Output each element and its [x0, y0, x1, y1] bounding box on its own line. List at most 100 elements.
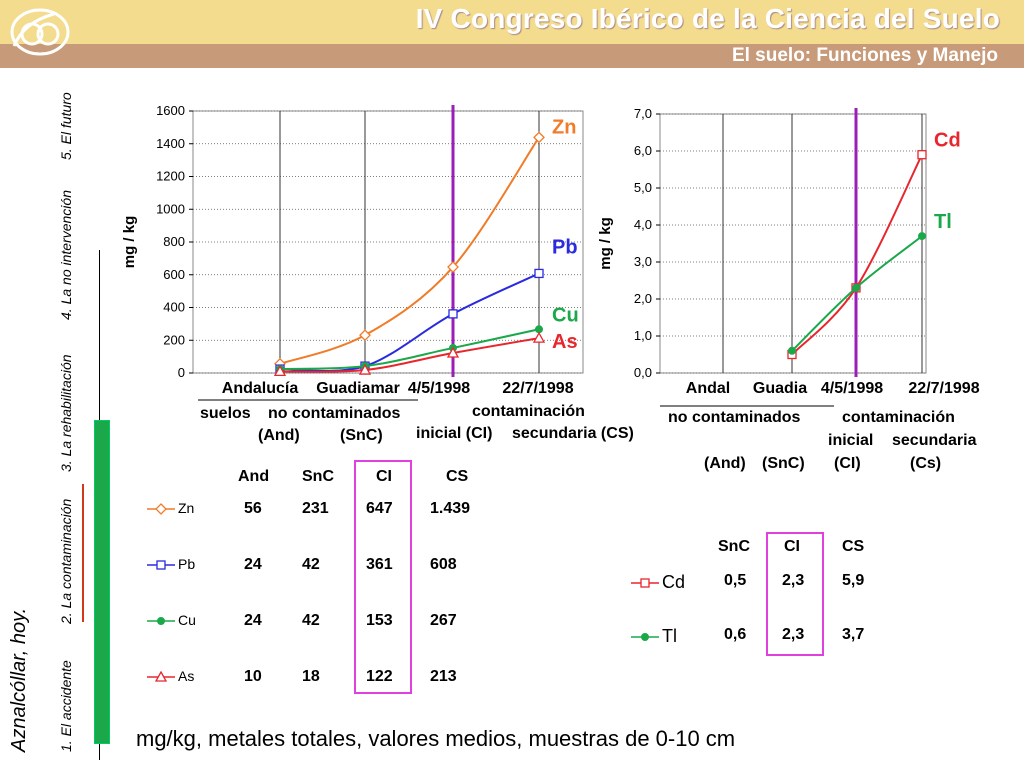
c2-ytick-label: 0,0 [634, 365, 652, 380]
table1-cell: 18 [302, 668, 320, 685]
side-item-no-intervencion[interactable]: 4. La no intervención [58, 190, 74, 320]
nav-current-marker [82, 484, 84, 622]
c1-xtick-label: 4/5/1998 [408, 380, 470, 397]
c1-group-label: no contaminados [268, 405, 401, 422]
c1-ytick-label: 0 [178, 365, 185, 380]
c2-group-label: (SnC) [762, 455, 805, 472]
table2-row-label: Tl [630, 626, 677, 647]
c2-group-label: (Cs) [910, 455, 941, 472]
side-item-rehabilitacion[interactable]: 3. La rehabilitación [58, 354, 74, 472]
c2-ytick-label: 5,0 [634, 180, 652, 195]
c2-series-label-cd: Cd [934, 130, 961, 152]
legend-marker [640, 578, 650, 588]
c1-point-pb [448, 309, 458, 319]
c1-xtick-label: Andalucía [222, 380, 299, 397]
c1-point-zn [447, 261, 459, 273]
legend-marker [155, 503, 167, 516]
c1-group-label: contaminación [472, 403, 585, 420]
table2-header-snc: SnC [718, 538, 750, 555]
metals-table: And SnC CI CS Zn 56 231 647 1.439 Pb 24 42 361 60… [140, 466, 500, 696]
c1-series-label-cu: Cu [552, 304, 579, 326]
c1-point-pb [534, 268, 544, 279]
c1-xtick-label: 22/7/1998 [502, 380, 573, 397]
table1-cell: 361 [366, 556, 393, 573]
table1-cell: 153 [366, 612, 393, 629]
table1-cell: 213 [430, 668, 457, 685]
chart-cd-tl: 0,0 1,0 2,0 3,0 4,0 5,0 6,0 7,0 mg / kg Andal Guad… [597, 106, 980, 472]
c1-point-cu [535, 325, 543, 334]
table2-row-label: Cd [630, 572, 685, 593]
side-title: Aznalcóllar, hoy. [8, 607, 30, 752]
c2-ytick-label: 1,0 [634, 328, 652, 343]
c1-series-line-zn [279, 136, 540, 365]
c1-point-as [446, 346, 460, 358]
table2-row-name: Tl [662, 626, 677, 646]
table1-cell: 1.439 [430, 500, 471, 517]
c2-ytick-label: 3,0 [634, 254, 652, 269]
side-item-accidente[interactable]: 1. El accidente [58, 660, 74, 752]
c2-y-axis-label: mg / kg [597, 217, 614, 270]
table1-cell: 56 [244, 500, 262, 517]
table1-cell: 24 [244, 612, 262, 629]
table1-row-label: Cu [146, 612, 196, 628]
c1-group-label: suelos [200, 405, 251, 422]
c1-ytick-label: 1600 [156, 103, 185, 118]
table1-cell: 647 [366, 500, 393, 517]
c1-ytick-label: 800 [163, 234, 185, 249]
c1-point-zn [533, 131, 545, 144]
header-banner [0, 0, 1024, 44]
c2-ytick-label: 4,0 [634, 217, 652, 232]
c1-series-line-as [279, 337, 540, 373]
c1-point-as [273, 365, 287, 377]
table2-row-name: Cd [662, 572, 686, 592]
cd-tl-table: SnC CI CS Cd 0,5 2,3 5,9 Tl 0,6 2,3 3,7 [630, 536, 890, 666]
congress-logo-icon [4, 2, 84, 69]
c1-y-axis-label: mg / kg [121, 216, 138, 269]
table1-cell: 42 [302, 556, 320, 573]
table1-cell: 608 [430, 556, 457, 573]
legend-marker [156, 560, 166, 570]
table1-row-name: Zn [178, 500, 195, 516]
table2-header-cs: CS [842, 538, 865, 555]
table1-row-name: As [178, 668, 195, 684]
table2-cell: 0,5 [724, 572, 747, 589]
c2-group-label: inicial [828, 432, 873, 449]
table1-row-name: Cu [178, 612, 196, 628]
table1-row-label: Zn [146, 500, 194, 516]
c2-group-label: no contaminados [668, 409, 801, 426]
c1-point-as [532, 331, 546, 343]
c2-point-tl [918, 232, 926, 241]
c1-ytick-label: 1400 [156, 136, 185, 151]
c2-point-tl [788, 346, 796, 355]
table2-cell: 5,9 [842, 572, 865, 589]
ci-highlight-box-2 [766, 532, 824, 656]
ci-highlight-box [354, 460, 412, 694]
c2-group-label: (CI) [834, 455, 861, 472]
c2-point-cd [917, 150, 927, 160]
table1-header-and: And [238, 468, 270, 485]
table1-cell: 231 [302, 500, 329, 517]
side-item-contaminacion[interactable]: 2. La contaminación [58, 498, 74, 624]
side-item-futuro[interactable]: 5. El futuro [58, 92, 74, 160]
c1-series-label-as: As [552, 331, 578, 353]
c2-group-label: contaminación [842, 409, 955, 426]
c1-ytick-label: 1200 [156, 169, 185, 184]
c2-series-label-tl: Tl [934, 211, 952, 233]
table1-cell: 122 [366, 668, 393, 685]
table2-header-ci: CI [784, 538, 800, 555]
legend-square-icon [631, 578, 659, 588]
table1-row-label: Pb [146, 556, 195, 572]
c2-xtick-label: 4/5/1998 [821, 380, 883, 397]
c1-point-as [358, 363, 372, 375]
legend-triangle-icon [147, 670, 175, 682]
legend-marker [154, 670, 168, 682]
legend-diamond-icon [147, 503, 175, 516]
footnote: mg/kg, metales totales, valores medios, … [136, 726, 736, 751]
table1-cell: 267 [430, 612, 457, 629]
table1-cell: 42 [302, 612, 320, 629]
c1-series-line-cu [279, 328, 540, 371]
subheader-banner [0, 44, 1024, 68]
legend-circle-icon [631, 633, 659, 642]
table1-header-ci: CI [376, 468, 392, 485]
c2-xtick-label: Guadia [753, 380, 807, 397]
